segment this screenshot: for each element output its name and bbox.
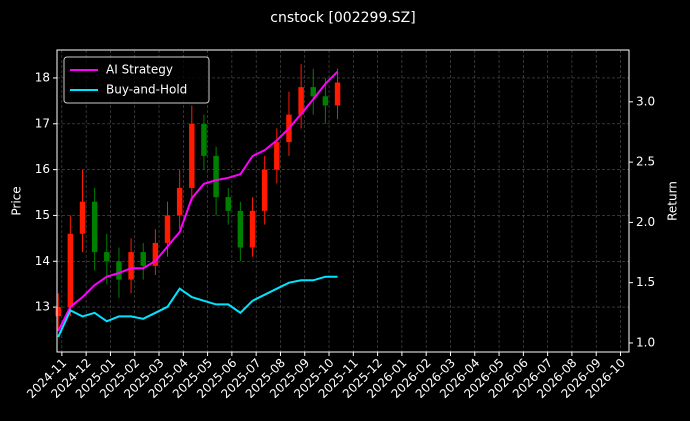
candle-body (79, 201, 86, 234)
legend-label: AI Strategy (106, 63, 173, 77)
candle-body (334, 82, 341, 106)
candle-body (128, 252, 134, 280)
candle-body (116, 261, 122, 280)
y-tick-label: 15 (35, 208, 50, 222)
candle-body (176, 187, 183, 216)
legend-label: Buy-and-Hold (106, 83, 187, 97)
candle-body (104, 252, 110, 262)
y-tick-label: 13 (35, 300, 50, 314)
candle-body (189, 123, 195, 188)
y-axis-label: Price (10, 186, 24, 215)
candle-body (322, 96, 329, 106)
y-tick-label: 16 (35, 162, 50, 176)
y2-tick-label: 3.0 (636, 94, 655, 108)
candle-body (152, 242, 159, 266)
candle-body (67, 233, 74, 308)
legend-box (63, 56, 210, 104)
y2-axis-label: Return (666, 181, 680, 221)
return-line (57, 70, 339, 332)
candle-body (201, 123, 207, 156)
candle-body (140, 252, 146, 266)
candle-body (225, 197, 231, 211)
candle-body (237, 210, 244, 248)
plot-frame (56, 49, 630, 353)
candle-body (91, 201, 98, 253)
y2-tick-label: 2.0 (636, 215, 655, 229)
candle-body (164, 215, 171, 243)
candle-body (261, 169, 268, 211)
candle-body (274, 142, 280, 170)
candle-body (298, 87, 304, 115)
y2-tick-label: 1.5 (636, 275, 655, 289)
candle-body (213, 155, 219, 198)
candle-body (249, 210, 256, 248)
return-line (57, 275, 338, 338)
candle-body (310, 87, 316, 97)
y-tick-label: 17 (35, 116, 50, 130)
y2-tick-label: 1.0 (636, 335, 655, 349)
y2-tick-label: 2.5 (636, 155, 655, 169)
chart-title: cnstock [002299.SZ] (270, 10, 415, 26)
candle-body (55, 307, 61, 317)
y-tick-label: 14 (35, 254, 50, 268)
y-tick-label: 18 (35, 70, 50, 84)
